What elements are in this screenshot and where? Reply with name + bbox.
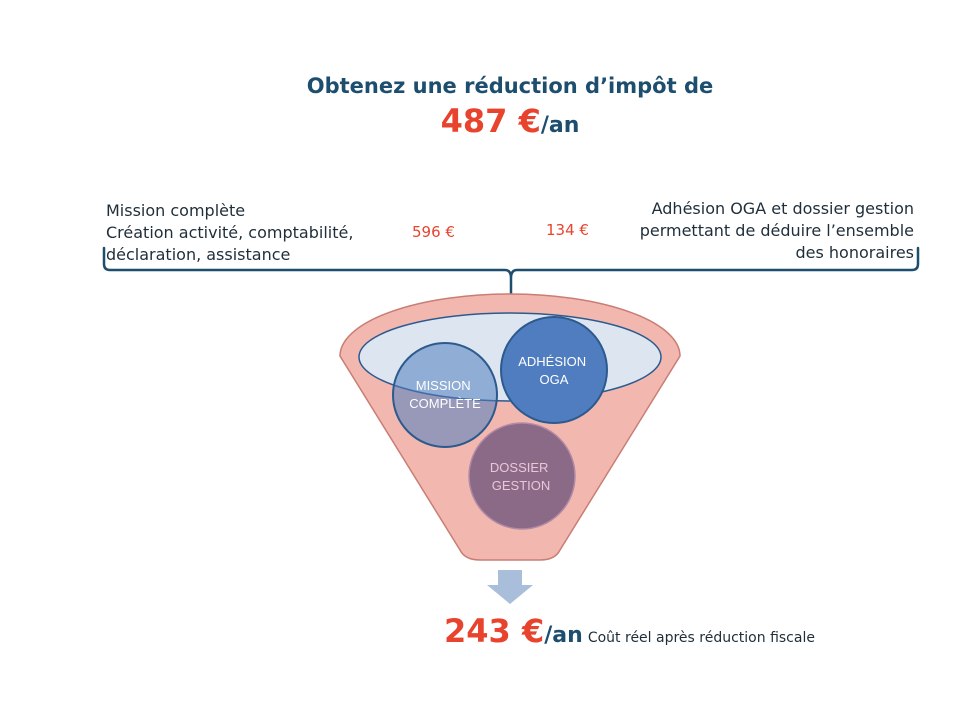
adhesion-oga-circle [500,316,608,424]
reduction-unit: /an [540,113,580,138]
oga-price: 134 € [546,221,589,239]
result-value: 243 € [444,612,545,650]
reduction-amount: 487 €/an [0,102,960,140]
mission-description: Mission complète Création activité, comp… [106,200,353,266]
result-unit: /an [544,623,583,648]
dossier-label: DOSSIER GESTION [490,460,552,493]
oga-line: des honoraires [795,243,914,262]
mission-line: déclaration, assistance [106,245,291,264]
mission-line: Création activité, comptabilité, [106,223,354,242]
mission-line: Mission complète [106,201,246,220]
mission-label: MISSION COMPLÈTE [409,378,481,411]
oga-label: ADHÉSION OGA [518,354,590,387]
mission-price: 596 € [412,223,455,241]
mission-complete-circle [392,342,498,448]
oga-line: Adhésion OGA et dossier gestion [651,199,914,218]
down-arrow-icon [487,570,533,604]
headline: Obtenez une réduction d’impôt de [306,74,714,98]
dossier-gestion-circle [468,422,576,530]
result-note: Coût réel après réduction fiscale [587,630,815,646]
oga-description: Adhésion OGA et dossier gestion permetta… [560,198,914,264]
reduction-value: 487 € [440,102,541,140]
result-line: 243 €/an Coût réel après réduction fisca… [444,612,815,650]
oga-line: permettant de déduire l’ensemble [639,221,914,240]
